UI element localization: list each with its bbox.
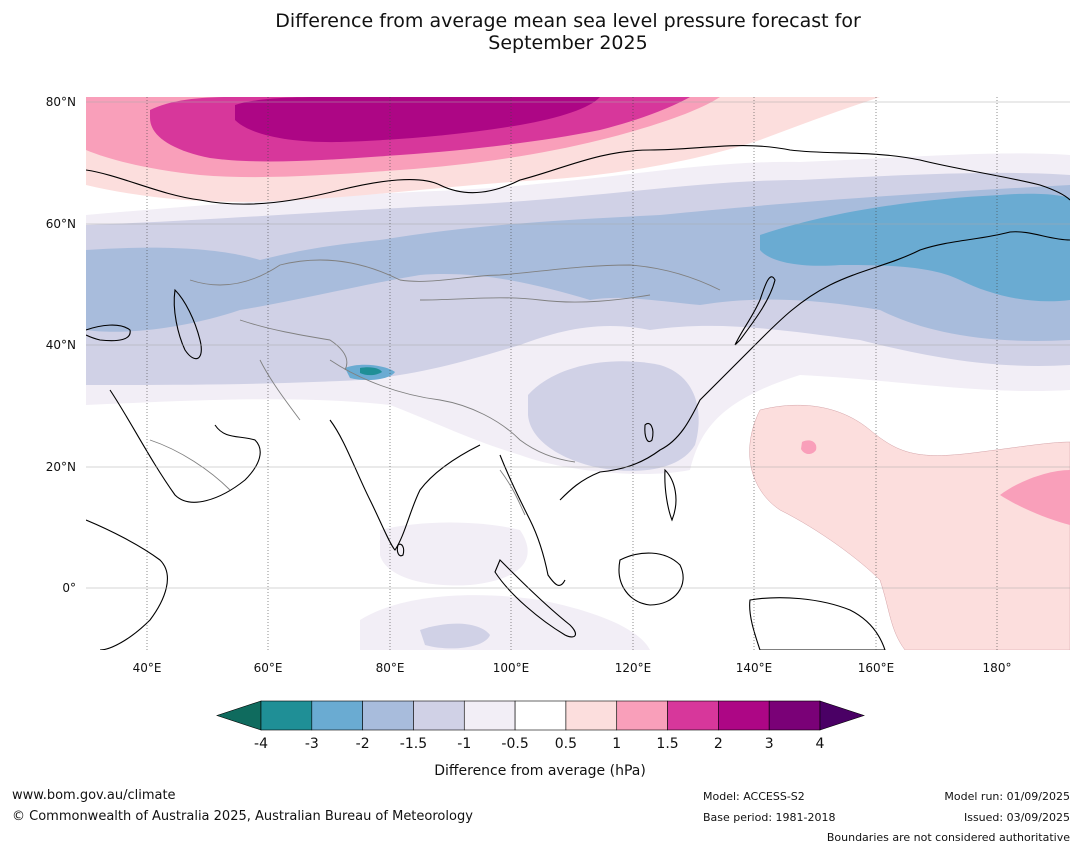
lat-label-80n: 80°N <box>46 95 76 109</box>
colorbar-bin <box>413 700 465 731</box>
coastline-japan <box>734 276 776 346</box>
anomaly-patch-minus-1-east-china <box>528 361 699 471</box>
anomaly-spot-plus-1 <box>801 440 817 455</box>
model-name: Model: ACCESS-S2 <box>703 790 805 803</box>
colorbar-bin <box>616 700 668 731</box>
border-china-south <box>329 359 576 463</box>
base-period: Base period: 1981-2018 <box>703 811 836 824</box>
coastline-new-guinea <box>749 597 886 650</box>
colorbar-tick-label: -3 <box>305 736 319 752</box>
model-run-date: Model run: 01/09/2025 <box>944 790 1070 803</box>
border-southeast-asia <box>499 469 526 516</box>
colorbar-bin <box>667 700 719 731</box>
lon-label-180: 180° <box>983 661 1012 675</box>
coastline-arabia <box>109 389 261 503</box>
anomaly-band-plus-2 <box>235 97 600 143</box>
longitude-labels: 40°E 60°E 80°E 100°E 120°E 140°E 160°E 1… <box>133 661 1012 675</box>
parallels <box>86 101 1070 589</box>
page-title: Difference from average mean sea level p… <box>0 10 1081 54</box>
colorbar-tick-label: 2 <box>714 736 723 752</box>
anomaly-patch-minus-0.5-southwest <box>380 522 528 586</box>
coastline-black-sea <box>86 324 131 342</box>
lon-label-160e: 160°E <box>858 661 895 675</box>
colorbar-bin <box>718 700 770 731</box>
colorbar-tick-label: 1 <box>612 736 621 752</box>
coastline-asia-north <box>86 145 1070 205</box>
lon-label-100e: 100°E <box>493 661 530 675</box>
border-central-asia <box>239 319 348 371</box>
coastline-india <box>329 419 481 551</box>
colorbar-bin <box>362 700 414 731</box>
colorbar-label: Difference from average (hPa) <box>434 763 646 779</box>
lat-label-0: 0° <box>62 581 76 595</box>
coastline-sri-lanka <box>396 543 405 557</box>
lon-label-140e: 140°E <box>736 661 773 675</box>
anomaly-band-minus-2 <box>760 193 1070 302</box>
copyright-text: © Commonwealth of Australia 2025, Austra… <box>12 809 473 824</box>
coastline-borneo <box>618 552 684 606</box>
anomaly-patch-plus-0.5-pacific <box>749 405 1070 650</box>
coastline-philippines <box>664 468 677 522</box>
anomaly-patch-minus-1-south <box>420 623 490 649</box>
website-link[interactable]: www.bom.gov.au/climate <box>12 788 176 803</box>
anomaly-patch-minus-1.5-west <box>110 252 251 315</box>
anomaly-spot-himalaya-core <box>360 367 382 376</box>
coastline-caspian <box>173 288 202 360</box>
lon-label-40e: 40°E <box>133 661 162 675</box>
colorbar-bin <box>768 700 821 731</box>
coastline-africa <box>86 519 168 650</box>
colorbar-tick-label: -0.5 <box>501 736 528 752</box>
title-line-1: Difference from average mean sea level p… <box>275 10 861 32</box>
colorbar-extend-max <box>819 700 865 731</box>
lon-label-60e: 60°E <box>254 661 283 675</box>
anomaly-patch-plus-1-pacific <box>1000 470 1070 525</box>
colorbar-bin <box>463 700 516 731</box>
meridians <box>146 97 998 650</box>
lon-label-120e: 120°E <box>615 661 652 675</box>
boundaries-disclaimer: Boundaries are not considered authoritat… <box>826 831 1070 844</box>
colorbar-bin <box>565 700 618 731</box>
colorbar-extend-min <box>216 700 262 731</box>
coastline-sumatra <box>494 559 576 638</box>
colorbar-bin <box>311 700 363 731</box>
map-figure: 80°N 60°N 40°N 20°N 0° 40°E 60°E 80°E 10… <box>46 95 1070 779</box>
pressure-anomaly-map <box>86 97 1070 650</box>
title-line-2: September 2025 <box>488 32 648 54</box>
issued-date: Issued: 03/09/2025 <box>963 811 1070 824</box>
colorbar-tick-label: 3 <box>765 736 774 752</box>
coastline-taiwan <box>644 422 654 443</box>
colorbar-tick-label: -1 <box>457 736 471 752</box>
country-boundaries <box>149 259 721 516</box>
lat-label-20n: 20°N <box>46 460 76 474</box>
colorbar-bin <box>260 700 313 731</box>
border-china-mongolia <box>419 294 651 303</box>
colorbar-tick-label: -1.5 <box>400 736 427 752</box>
latitude-labels: 80°N 60°N 40°N 20°N 0° <box>46 95 76 595</box>
colorbar-tick-label: 1.5 <box>656 736 678 752</box>
border-iran-pakistan <box>259 359 301 421</box>
lat-label-40n: 40°N <box>46 338 76 352</box>
colorbar: -4 -3 -2 -1.5 -1 -0.5 0.5 1 1.5 2 3 4 <box>216 700 865 752</box>
colorbar-tick-label: -4 <box>254 736 268 752</box>
colorbar-tick-label: 4 <box>816 736 825 752</box>
lon-label-80e: 80°E <box>376 661 405 675</box>
lat-label-60n: 60°N <box>46 217 76 231</box>
border-russia-kazakhstan <box>189 259 721 291</box>
colorbar-tick-label: 0.5 <box>555 736 577 752</box>
coastline-indochina <box>499 454 566 586</box>
border-arabia <box>149 439 231 491</box>
colorbar-bin <box>514 700 567 731</box>
colorbar-tick-label: -2 <box>356 736 370 752</box>
